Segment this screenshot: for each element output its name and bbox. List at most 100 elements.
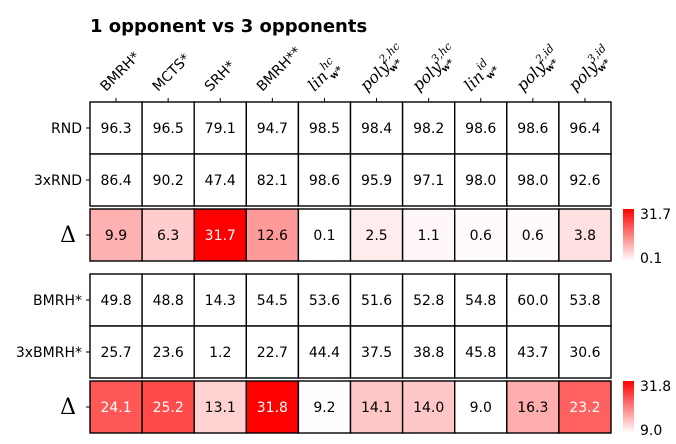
table-cell	[349, 325, 404, 379]
table-cell	[193, 101, 247, 155]
cell-value: 82.1	[257, 173, 288, 189]
table-cell	[401, 153, 456, 207]
cell-value: 53.6	[309, 293, 340, 309]
cell-value: 94.7	[257, 121, 288, 137]
cell-value: 98.6	[517, 121, 548, 137]
delta-value: 0.6	[470, 228, 492, 244]
table-cell	[349, 153, 404, 207]
colorbar	[623, 209, 634, 261]
table-cell	[349, 101, 404, 155]
table-blocks: RND 96.3 96.5 79.1 94.7 98.5 98.4 98.2 98.6 98.6 9…	[16, 101, 671, 439]
delta-value: 1.1	[418, 228, 440, 244]
row-label: BMRH*	[33, 293, 82, 309]
cell-value: 30.6	[569, 345, 600, 361]
cell-value: 54.5	[257, 293, 288, 309]
cell-value: 52.8	[413, 293, 444, 309]
cell-value: 48.8	[153, 293, 184, 309]
row-label: RND	[51, 121, 82, 137]
cell-value: 53.8	[569, 293, 600, 309]
delta-cell	[89, 208, 143, 262]
delta-value: 31.8	[257, 400, 288, 416]
delta-value: 3.8	[574, 228, 596, 244]
cell-value: 51.6	[361, 293, 392, 309]
cell-value: 96.3	[100, 121, 131, 137]
table-cell	[89, 153, 143, 207]
delta-cell	[454, 380, 508, 434]
cell-value: 96.4	[569, 121, 600, 137]
delta-cell	[245, 380, 300, 434]
cell-value: 44.4	[309, 345, 340, 361]
cell-value: 23.6	[153, 345, 184, 361]
table-block: RND 96.3 96.5 79.1 94.7 98.5 98.4 98.2 98.6 98.6 9…	[34, 101, 671, 267]
table-cell	[506, 101, 560, 155]
cell-value: 98.6	[309, 173, 340, 189]
delta-cell	[506, 208, 560, 262]
delta-value: 14.1	[361, 400, 392, 416]
colorbar-min-label: 9.0	[640, 423, 662, 439]
table-cell	[245, 101, 300, 155]
cell-value: 43.7	[517, 345, 548, 361]
delta-value: 9.0	[470, 400, 492, 416]
delta-cell	[141, 208, 195, 262]
row-label: 3xRND	[34, 173, 82, 189]
table-cell	[245, 325, 300, 379]
delta-cell	[89, 380, 143, 434]
table-cell	[89, 325, 143, 379]
table-cell	[401, 325, 456, 379]
delta-cell	[193, 208, 247, 262]
column-header: BMRH**	[254, 44, 305, 95]
cell-value: 90.2	[153, 173, 184, 189]
table-cell	[558, 153, 612, 207]
delta-cell	[506, 380, 560, 434]
delta-row-label: Δ	[60, 223, 76, 248]
cell-value: 49.8	[100, 293, 131, 309]
column-header-label: BMRH**	[254, 44, 305, 95]
column-header-label: SRH*	[202, 58, 239, 95]
cell-value: 92.6	[569, 173, 600, 189]
delta-value: 12.6	[257, 228, 288, 244]
table-cell	[89, 101, 143, 155]
delta-value: 9.9	[105, 228, 127, 244]
table-cell	[141, 101, 195, 155]
cell-value: 79.1	[205, 121, 236, 137]
delta-value: 0.1	[313, 228, 335, 244]
delta-value: 0.6	[522, 228, 544, 244]
cell-value: 96.5	[153, 121, 184, 137]
table-cell	[297, 325, 352, 379]
delta-value: 6.3	[157, 228, 179, 244]
table-cell	[558, 101, 612, 155]
column-header-label: BMRH*	[98, 49, 144, 95]
delta-cell	[193, 380, 247, 434]
table-cell	[401, 101, 456, 155]
table-cell	[193, 325, 247, 379]
delta-value: 31.7	[205, 228, 236, 244]
cell-value: 60.0	[517, 293, 548, 309]
table-cell	[506, 153, 560, 207]
colorbar-max-label: 31.8	[640, 379, 671, 395]
cell-value: 38.8	[413, 345, 444, 361]
table-block: BMRH* 49.8 48.8 14.3 54.5 53.6 51.6 52.8 54.8 60.…	[16, 273, 671, 439]
cell-value: 1.2	[209, 345, 231, 361]
table-cell	[454, 273, 508, 327]
delta-cell	[558, 208, 612, 262]
delta-cell	[401, 208, 456, 262]
table-cell	[245, 153, 300, 207]
cell-value: 14.3	[205, 293, 236, 309]
cell-value: 98.4	[361, 121, 392, 137]
cell-value: 98.2	[413, 121, 444, 137]
table-cell	[506, 273, 560, 327]
delta-value: 13.1	[205, 400, 236, 416]
chart-title: 1 opponent vs 3 opponents	[90, 16, 367, 37]
colorbar-min-label: 0.1	[640, 251, 662, 267]
column-header: SRH*	[202, 58, 239, 95]
delta-cell	[245, 208, 300, 262]
delta-cell	[297, 380, 352, 434]
colorbar-max-label: 31.7	[640, 207, 671, 223]
delta-row-label: Δ	[60, 395, 76, 420]
table-cell	[297, 101, 352, 155]
delta-value: 2.5	[365, 228, 387, 244]
